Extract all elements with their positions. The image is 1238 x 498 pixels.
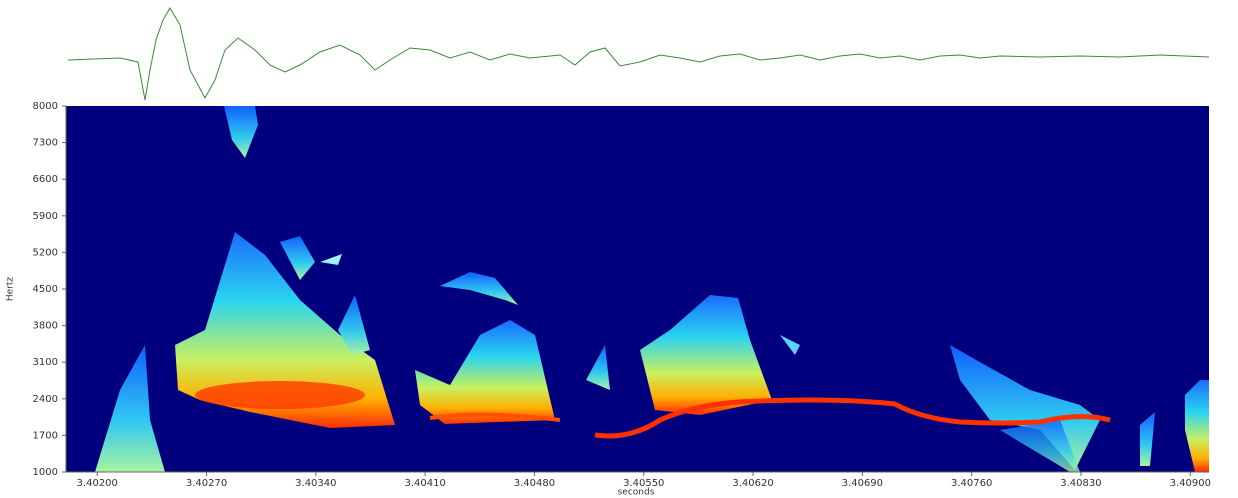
y-tick-label: 1000 xyxy=(33,467,58,478)
chart: 8000 7300 6600 5900 5200 4500 3800 3100 2400 1700… xyxy=(0,0,1238,498)
y-tick-label: 5200 xyxy=(33,247,58,258)
waveform xyxy=(68,8,1209,100)
x-tick-label: 3.40900 xyxy=(1170,478,1211,489)
y-tick-label: 7300 xyxy=(33,138,58,149)
x-tick-label: 3.40340 xyxy=(295,478,336,489)
y-tick-label: 3100 xyxy=(33,357,58,368)
y-tick-label: 5900 xyxy=(33,211,58,222)
y-tick-label: 2400 xyxy=(33,394,58,405)
x-tick-label: 3.40410 xyxy=(404,478,445,489)
y-tick-label: 1700 xyxy=(33,430,58,441)
y-tick-label: 4500 xyxy=(33,284,58,295)
x-tick-label: 3.40620 xyxy=(732,478,773,489)
y-tick-label: 3800 xyxy=(33,321,58,332)
y-axis-label: Hertz xyxy=(6,277,16,302)
x-tick-label: 3.40830 xyxy=(1060,478,1101,489)
y-tick-label: 6600 xyxy=(33,174,58,185)
x-axis-label: seconds xyxy=(618,488,655,498)
y-tick-label: 8000 xyxy=(33,101,58,112)
x-tick-label: 3.40760 xyxy=(951,478,992,489)
x-tick-label: 3.40270 xyxy=(186,478,227,489)
x-tick-label: 3.40480 xyxy=(514,478,555,489)
x-tick-label: 3.40200 xyxy=(77,478,118,489)
x-tick-label: 3.40690 xyxy=(842,478,883,489)
